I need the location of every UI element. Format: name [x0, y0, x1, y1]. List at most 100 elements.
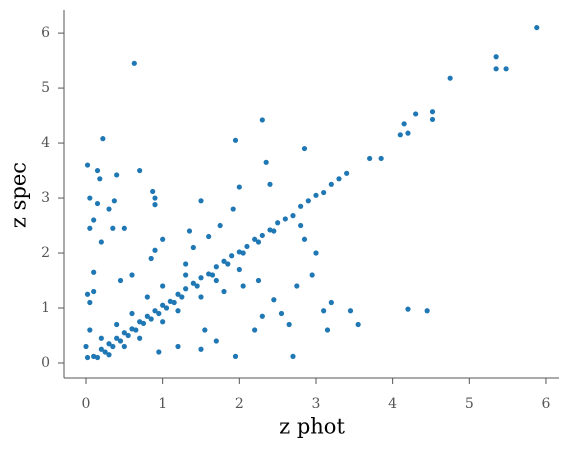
point	[91, 269, 97, 275]
point	[244, 243, 250, 250]
point	[321, 189, 327, 196]
point	[137, 335, 143, 341]
x-axis-label: z phot	[279, 415, 345, 439]
x-tick-label: 6	[542, 396, 551, 412]
point	[271, 297, 277, 303]
y-tick-label: 3	[41, 190, 50, 206]
y-axis-label: z spec	[7, 162, 31, 228]
y-tick-label: 6	[41, 25, 50, 41]
point	[183, 261, 189, 267]
point	[94, 354, 101, 361]
point	[355, 321, 361, 328]
point	[221, 288, 227, 295]
point	[137, 167, 143, 174]
point	[503, 66, 509, 72]
point	[271, 228, 277, 234]
point	[263, 159, 269, 165]
point	[225, 261, 231, 267]
point	[290, 353, 296, 359]
point	[144, 313, 150, 319]
point	[424, 308, 430, 314]
point	[98, 335, 104, 341]
y-tick-label: 5	[41, 80, 50, 96]
point	[160, 236, 166, 242]
x-tick-label: 3	[312, 396, 321, 412]
point	[121, 330, 127, 336]
point	[87, 299, 93, 306]
y-tick-label: 1	[41, 300, 50, 316]
point	[87, 327, 93, 333]
point	[202, 327, 208, 333]
point	[102, 349, 108, 355]
point	[294, 283, 300, 289]
point	[259, 232, 265, 239]
point	[140, 320, 147, 327]
point	[97, 176, 103, 182]
y-tick-label: 4	[41, 135, 50, 151]
point	[429, 116, 436, 123]
point	[152, 308, 158, 314]
y-tick-label: 2	[41, 245, 50, 261]
point	[240, 250, 246, 256]
point	[255, 277, 262, 284]
point	[221, 258, 227, 264]
point	[156, 349, 162, 355]
point	[232, 137, 239, 143]
point	[94, 200, 101, 207]
point	[236, 266, 242, 273]
point	[175, 291, 181, 297]
point	[84, 162, 91, 168]
point	[125, 332, 131, 339]
point	[267, 181, 273, 187]
point	[106, 341, 112, 347]
point	[183, 286, 189, 292]
point	[229, 253, 235, 259]
point	[91, 217, 97, 223]
point	[298, 222, 304, 229]
point	[114, 321, 120, 328]
point	[493, 54, 499, 60]
point	[83, 343, 89, 350]
point	[344, 170, 350, 176]
point	[401, 121, 407, 127]
point	[230, 206, 236, 212]
point	[413, 111, 419, 117]
point	[175, 308, 181, 314]
point	[87, 225, 93, 231]
point	[429, 109, 436, 115]
point	[198, 275, 204, 281]
point	[305, 198, 311, 204]
point	[190, 244, 196, 251]
point	[534, 24, 540, 31]
point	[324, 327, 331, 333]
point	[114, 172, 120, 178]
point	[171, 299, 177, 306]
x-tick-label: 4	[388, 396, 397, 412]
point	[106, 206, 112, 212]
point	[183, 272, 189, 278]
point	[190, 280, 196, 286]
point	[91, 288, 97, 295]
point	[98, 346, 104, 352]
point	[447, 75, 453, 81]
point	[152, 195, 158, 201]
point	[87, 195, 93, 201]
point	[117, 277, 124, 284]
point	[209, 272, 216, 278]
point	[111, 198, 117, 204]
y-tick-label: 0	[41, 355, 50, 371]
point	[286, 321, 292, 328]
point	[313, 192, 319, 198]
point	[94, 167, 101, 174]
point	[405, 306, 411, 312]
point	[321, 308, 327, 314]
point	[252, 327, 258, 333]
point	[114, 335, 120, 341]
point	[290, 213, 296, 219]
point	[259, 313, 265, 319]
point	[117, 338, 124, 344]
point	[367, 155, 373, 162]
point	[378, 155, 384, 162]
point	[309, 272, 315, 278]
